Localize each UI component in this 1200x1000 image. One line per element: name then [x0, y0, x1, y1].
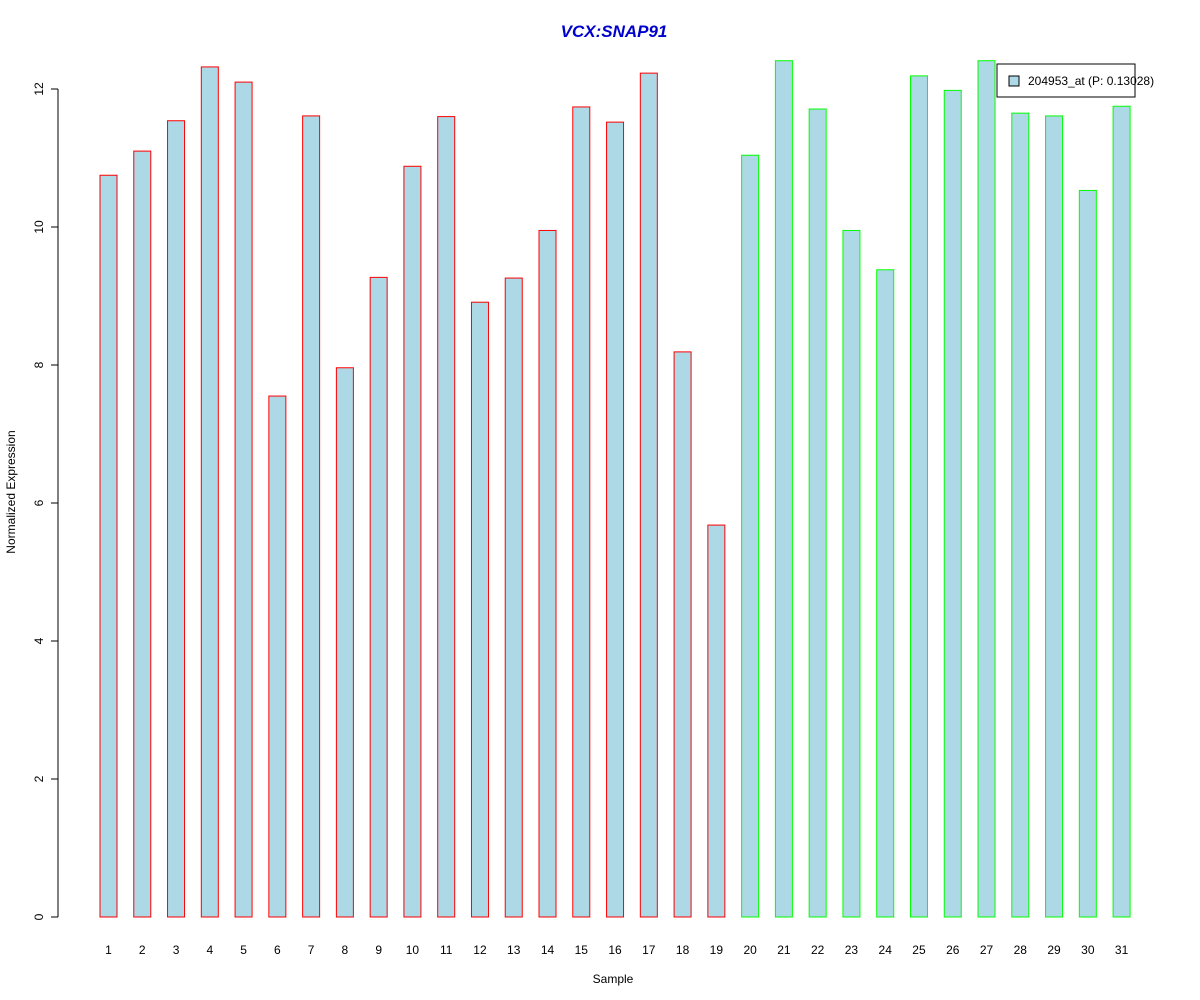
bar-sample-7: [302, 115, 321, 918]
bar-sample-22: [808, 108, 827, 918]
bar-sample-23: [842, 229, 861, 918]
x-tick-label: 6: [274, 943, 281, 957]
bar-sample-3: [167, 120, 186, 918]
bar-sample-5: [234, 81, 253, 918]
bar-sample-10: [403, 165, 422, 918]
y-tick-label: 4: [32, 637, 46, 644]
bar-sample-6: [268, 395, 287, 918]
chart-title: VCX:SNAP91: [561, 22, 668, 41]
x-tick-label: 29: [1047, 943, 1061, 957]
x-tick-label: 7: [308, 943, 315, 957]
x-tick-label: 23: [845, 943, 859, 957]
x-tick-label: 1: [105, 943, 112, 957]
x-tick-label: 8: [342, 943, 349, 957]
y-tick-label: 10: [32, 220, 46, 234]
x-tick-label: 15: [575, 943, 589, 957]
legend-label: 204953_at (P: 0.13028): [1028, 74, 1154, 88]
x-tick-label: 21: [777, 943, 791, 957]
x-tick-label: 17: [642, 943, 656, 957]
bar-sample-2: [133, 150, 152, 918]
x-tick-label: 28: [1014, 943, 1028, 957]
y-axis-title: Normalized Expression: [4, 430, 18, 553]
x-tick-label: 10: [406, 943, 420, 957]
x-tick-label: 25: [912, 943, 926, 957]
bar-sample-18: [673, 351, 692, 918]
x-tick-label: 18: [676, 943, 690, 957]
y-tick-label: 12: [32, 82, 46, 96]
x-tick-label: 14: [541, 943, 555, 957]
bar-sample-15: [572, 106, 591, 918]
bar-sample-13: [504, 277, 523, 918]
x-tick-label: 20: [743, 943, 757, 957]
legend-swatch: [1008, 75, 1020, 87]
legend: 204953_at (P: 0.13028): [996, 63, 1154, 98]
bar-sample-28: [1011, 112, 1030, 918]
bar-sample-1: [99, 174, 118, 918]
y-tick-label: 6: [32, 499, 46, 506]
x-tick-label: 2: [139, 943, 146, 957]
bar-sample-8: [335, 367, 354, 918]
x-axis-title: Sample: [593, 972, 634, 986]
x-tick-label: 22: [811, 943, 825, 957]
y-tick-label: 0: [32, 913, 46, 920]
x-tick-label: 12: [473, 943, 487, 957]
bar-sample-30: [1078, 189, 1097, 918]
bar-sample-14: [538, 229, 557, 918]
bar-sample-9: [369, 276, 388, 918]
bar-sample-27: [977, 60, 996, 918]
bar-sample-11: [437, 116, 456, 918]
y-axis: 0 2 4 6 8 10 12: [32, 82, 59, 920]
bar-sample-4: [200, 66, 219, 918]
x-tick-label: 30: [1081, 943, 1095, 957]
bar-sample-16: [606, 121, 625, 918]
bar-sample-29: [1045, 115, 1064, 918]
bar-sample-17: [639, 72, 658, 918]
x-tick-label: 11: [440, 943, 453, 957]
bar-sample-19: [707, 524, 726, 918]
bar-sample-20: [741, 154, 760, 918]
x-tick-label: 19: [710, 943, 724, 957]
bar-sample-31: [1112, 105, 1131, 918]
bar-sample-21: [774, 60, 793, 918]
x-tick-label: 4: [206, 943, 213, 957]
x-tick-label: 16: [608, 943, 622, 957]
bar-sample-24: [876, 269, 895, 918]
y-tick-label: 8: [32, 361, 46, 368]
x-tick-label: 31: [1115, 943, 1129, 957]
x-tick-labels: 1 2 3 4 5 6 7 8 9 10 11 12 13 14 15 16 17 18 19 20 21 22 23 24 2…: [105, 943, 1128, 957]
x-tick-label: 26: [946, 943, 960, 957]
bar-sample-12: [470, 301, 489, 918]
x-tick-label: 3: [173, 943, 180, 957]
x-tick-label: 13: [507, 943, 521, 957]
x-tick-label: 24: [879, 943, 893, 957]
bar-sample-25: [909, 75, 928, 918]
legend-box: [996, 63, 1136, 98]
x-tick-label: 5: [240, 943, 247, 957]
y-tick-label: 2: [32, 775, 46, 782]
x-tick-label: 9: [375, 943, 382, 957]
bars: [99, 60, 1131, 918]
x-tick-label: 27: [980, 943, 994, 957]
bar-sample-26: [943, 89, 962, 918]
